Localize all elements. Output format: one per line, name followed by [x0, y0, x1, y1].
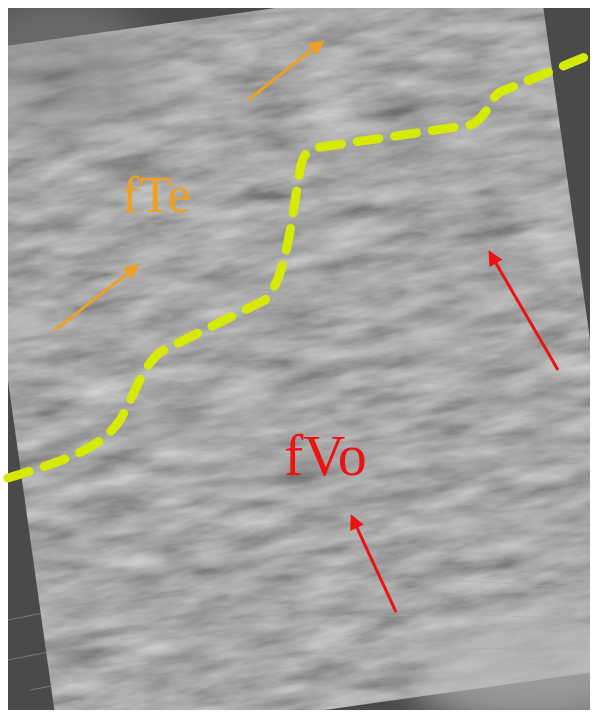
image: fTe fVo	[0, 0, 595, 715]
unit-label: fVo	[284, 423, 367, 488]
unit-label: fTe	[122, 167, 191, 224]
radar-background	[0, 0, 595, 715]
